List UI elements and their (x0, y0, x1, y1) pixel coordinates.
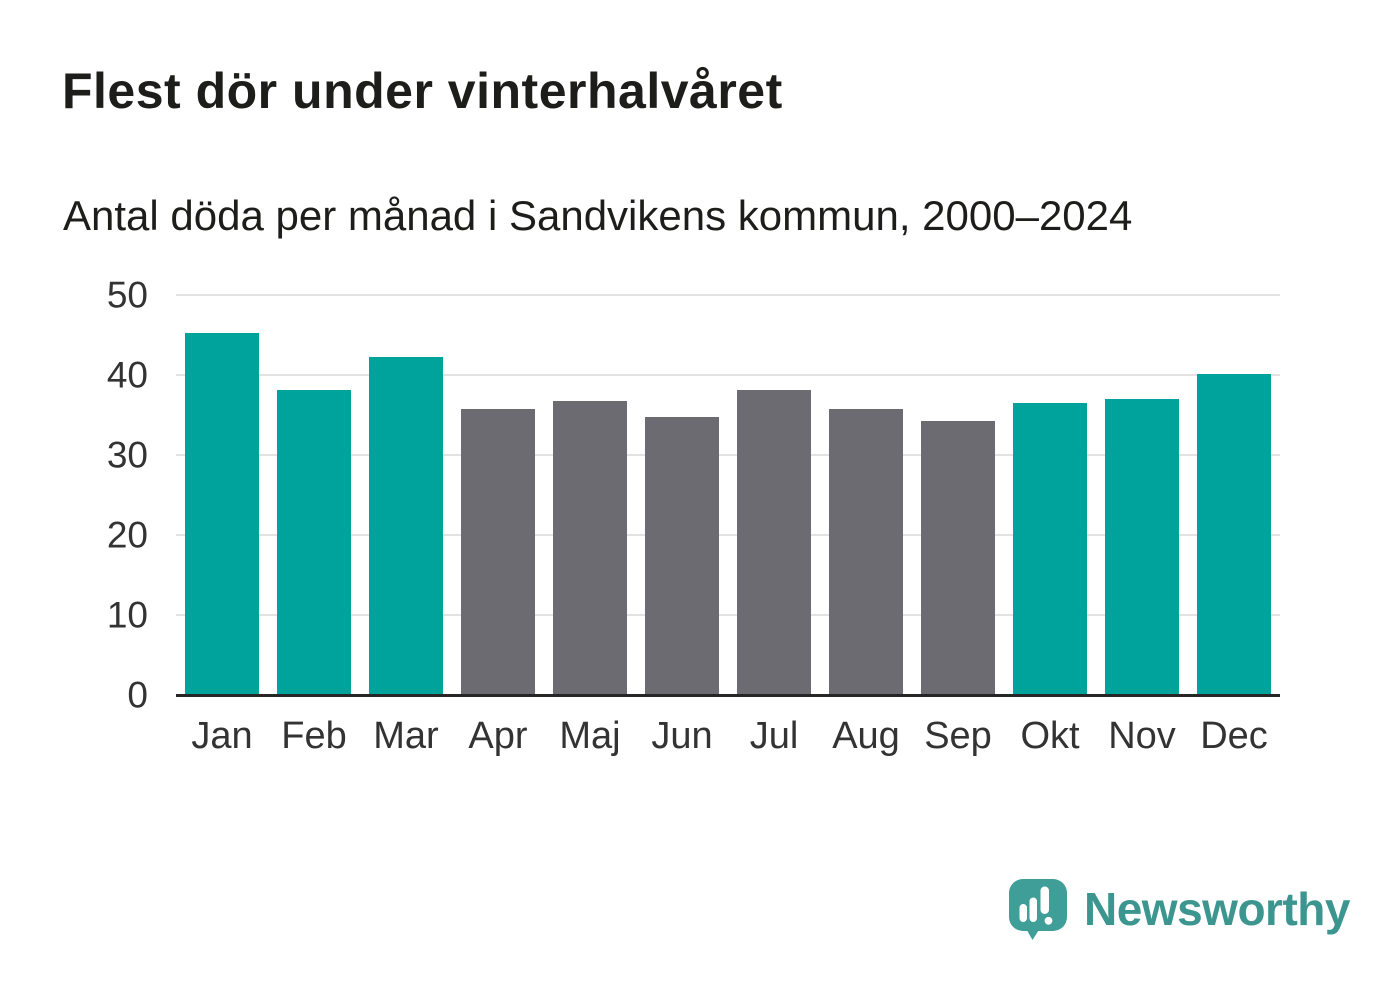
gridline-y50 (176, 294, 1280, 296)
chart-title: Flest dör under vinterhalvåret (62, 63, 783, 119)
bar-jul (737, 390, 811, 695)
bar-band-mar (360, 295, 452, 695)
y-tick-label-20: 20 (106, 514, 148, 556)
bar-band-apr (452, 295, 544, 695)
x-tick-label-jul: Jul (749, 715, 799, 757)
y-tick-label-10: 10 (106, 594, 148, 636)
y-tick-label-0: 0 (127, 674, 148, 716)
newsworthy-logo-icon (1009, 879, 1067, 940)
x-tick-label-maj: Maj (559, 715, 621, 757)
x-axis-labels: Jan Feb Mar Apr Maj Jun Jul Aug Sep Okt Nov Dec (176, 714, 1280, 760)
plot-area (176, 294, 1280, 697)
bar-feb (277, 390, 351, 695)
bar-mar (369, 357, 443, 695)
x-tick-label-apr: Apr (468, 715, 528, 757)
x-axis-baseline (176, 693, 1280, 697)
x-tick-label-jun: Jun (651, 715, 713, 757)
bar-dec (1197, 374, 1271, 695)
bar-series (176, 295, 1280, 695)
bar-nov (1105, 399, 1179, 695)
bar-jun (645, 417, 719, 695)
bar-band-jan (176, 295, 268, 695)
speech-bubble-shape (1009, 879, 1067, 940)
y-tick-label-50: 50 (106, 274, 148, 316)
bar-aug (829, 409, 903, 695)
bar-band-jun (636, 295, 728, 695)
brand-footer: Newsworthy (1007, 877, 1350, 941)
bar-jan (185, 333, 259, 695)
x-tick-label-okt: Okt (1020, 715, 1080, 757)
x-tick-label-aug: Aug (832, 715, 900, 757)
x-tick-label-sep: Sep (924, 715, 992, 757)
gridline-y30 (176, 454, 1280, 456)
bar-band-dec (1188, 295, 1280, 695)
bar-band-jul (728, 295, 820, 695)
brand-wordmark: Newsworthy (1084, 883, 1350, 935)
bar-sep (921, 421, 995, 695)
bar-apr (461, 408, 535, 695)
gridline-y20 (176, 534, 1280, 536)
bar-band-okt (1004, 295, 1096, 695)
y-tick-label-30: 30 (106, 434, 148, 476)
gridline-y10 (176, 614, 1280, 616)
bar-okt (1013, 403, 1087, 695)
bar-band-aug (820, 295, 912, 695)
bar-band-sep (912, 295, 1004, 695)
y-tick-label-40: 40 (106, 354, 148, 396)
bar-maj (553, 400, 627, 695)
y-axis-labels: 0 10 20 30 40 50 (0, 0, 148, 999)
bar-chart-marks (1019, 886, 1053, 925)
x-tick-label-jan: Jan (191, 715, 253, 757)
bar-band-feb (268, 295, 360, 695)
gridline-y40 (176, 374, 1280, 376)
x-tick-label-feb: Feb (281, 715, 347, 757)
x-tick-label-mar: Mar (373, 715, 439, 757)
bar-band-maj (544, 295, 636, 695)
x-tick-label-nov: Nov (1108, 715, 1176, 757)
bar-band-nov (1096, 295, 1188, 695)
x-tick-label-dec: Dec (1200, 715, 1268, 757)
chart-subtitle: Antal döda per månad i Sandvikens kommun… (63, 192, 1133, 239)
